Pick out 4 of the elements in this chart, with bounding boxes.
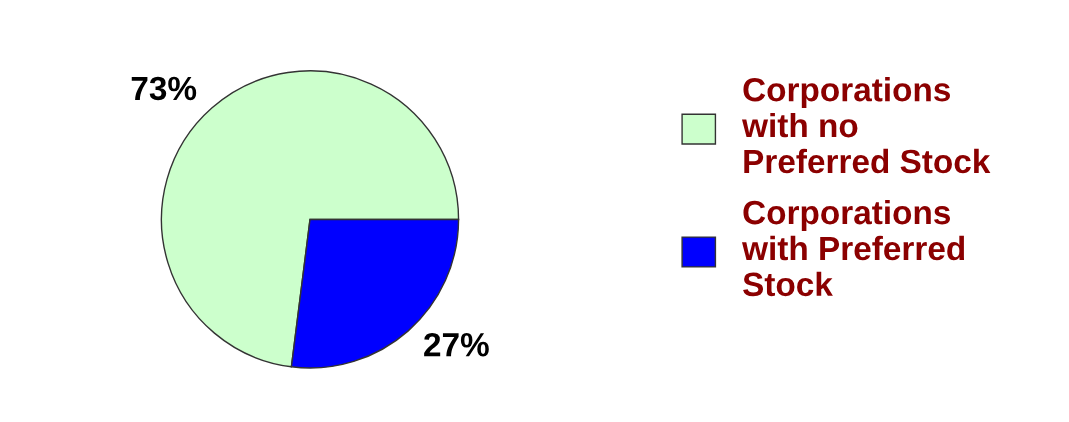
legend-label: Corporations with no Preferred Stock bbox=[741, 77, 991, 174]
data-label: 27% bbox=[424, 332, 489, 357]
data-label: 73% bbox=[131, 76, 197, 101]
legend-label: Corporations with Preferred Stock bbox=[741, 199, 965, 297]
